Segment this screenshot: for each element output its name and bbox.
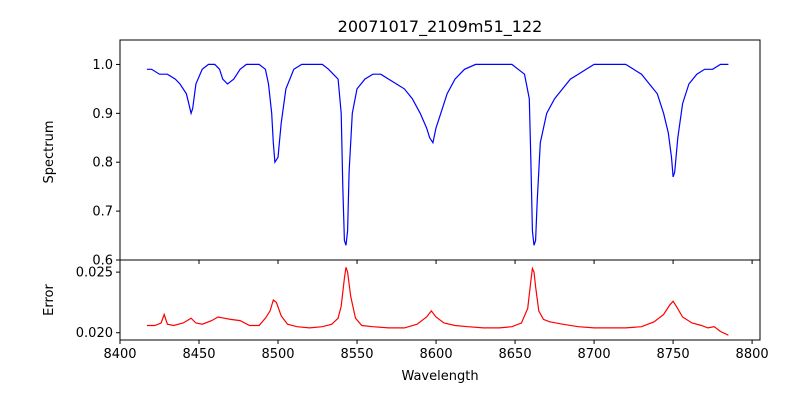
- spectrum-ytick-label: 0.8: [92, 156, 113, 171]
- error-xtick-label: 8750: [657, 347, 690, 362]
- spectrum-axes-frame: [119, 39, 761, 261]
- spectrum-ylabel: Spectrum: [42, 121, 57, 184]
- error-ytick-label: 0.020: [76, 326, 113, 341]
- error-xtick-label: 8450: [182, 347, 215, 362]
- error-xtick-label: 8550: [340, 347, 373, 362]
- x-axis-label: Wavelength: [401, 369, 478, 384]
- error-ytick-label: 0.025: [76, 266, 113, 281]
- spectrum-ytick-label: 0.7: [92, 205, 113, 220]
- error-axes-frame: [119, 259, 761, 341]
- error-xtick-label: 8800: [736, 347, 769, 362]
- error-panel: Error 0.020 0.025 8400 8450 8500 8550 8600 865…: [42, 259, 769, 384]
- chart-title: 20071017_2109m51_122: [338, 17, 543, 37]
- spectrum-ytick-label: 1.0: [92, 58, 113, 73]
- error-xtick-label: 8600: [420, 347, 453, 362]
- error-ylabel: Error: [42, 284, 57, 316]
- error-xtick-label: 8700: [578, 347, 611, 362]
- error-xtick-label: 8650: [499, 347, 532, 362]
- spectrum-line: [146, 63, 729, 246]
- error-xtick-label: 8400: [103, 347, 136, 362]
- spectrum-panel: Spectrum 0.6 0.7 0.8 0.9 1.0: [42, 39, 761, 269]
- spectrum-ytick-label: 0.9: [92, 107, 113, 122]
- spectrum-ytick-label: 0.6: [92, 254, 113, 269]
- error-line: [146, 266, 729, 336]
- error-xtick-label: 8500: [261, 347, 294, 362]
